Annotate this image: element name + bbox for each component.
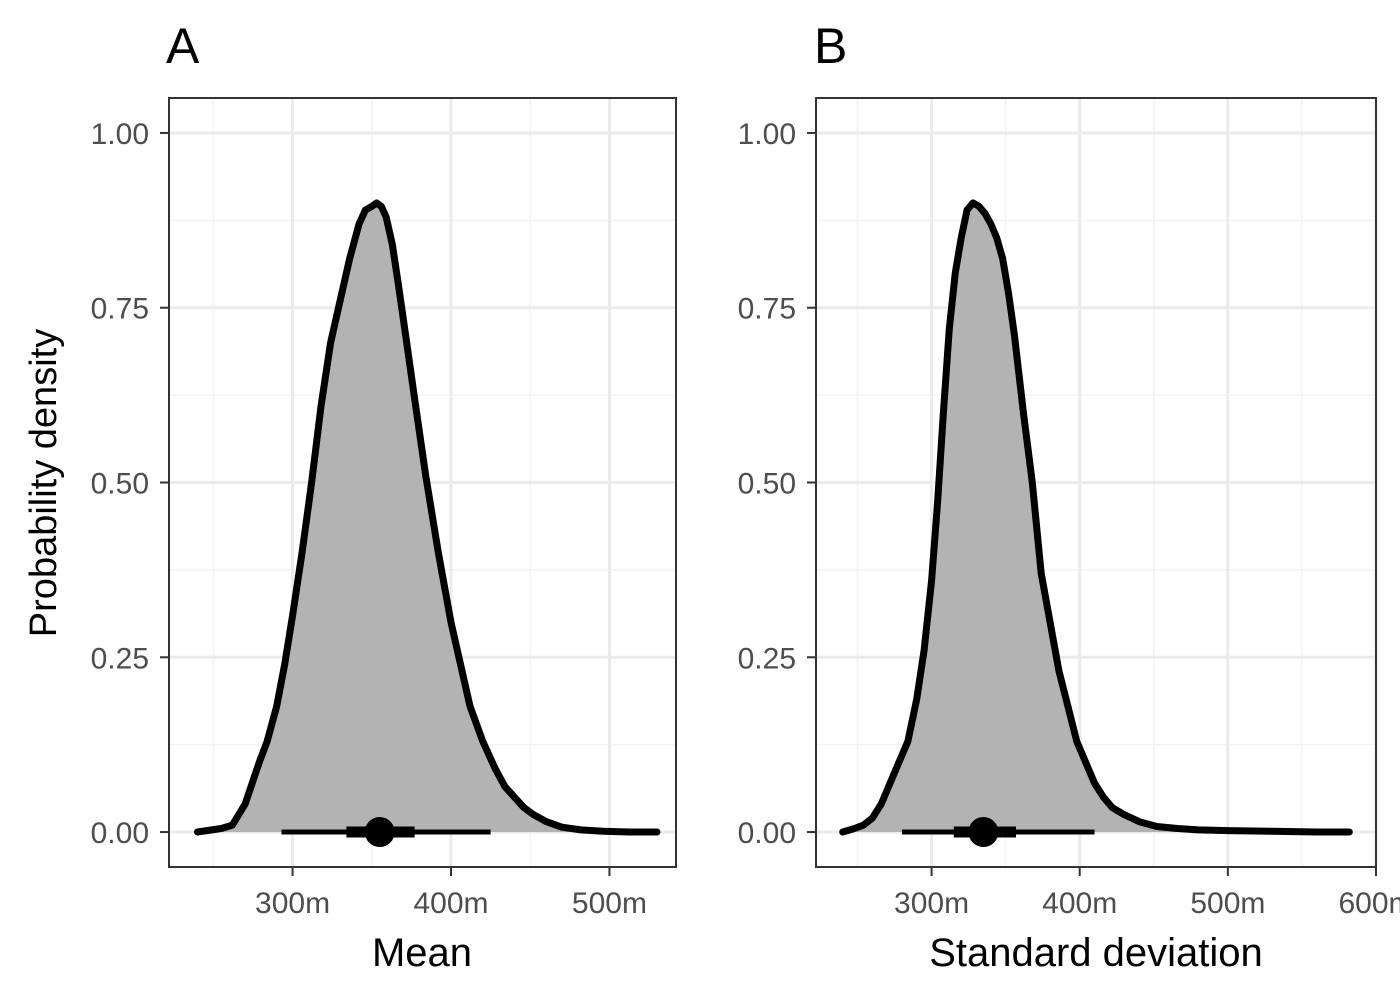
panel-a-y-tick-label: 1.00 (91, 118, 149, 151)
panel-a-x-axis-title: Mean (372, 931, 472, 975)
panel-b-x-tick-label: 300m (894, 887, 969, 920)
panel-a-x-tick-label: 500m (572, 887, 647, 920)
panel-a-density-line (194, 199, 661, 836)
panel-a-y-tick-label: 0.50 (91, 468, 149, 501)
panel-b-point-estimate (968, 817, 999, 848)
panel-b: B Standard deviation 0.00 0.25 0.50 0.75 1.0… (738, 18, 1400, 975)
panel-a-y-tick-label: 0.75 (91, 293, 149, 326)
y-axis-title: Probability density (23, 329, 65, 637)
panel-b-x-tick-label: 600m (1338, 887, 1400, 920)
panel-b-interval (901, 817, 1095, 848)
panel-b-y-tick-label: 0.75 (738, 293, 796, 326)
panel-b-axes: 0.00 0.25 0.50 0.75 1.00 300m 400m 500m 600m (738, 97, 1400, 920)
panel-b-y-tick-label: 0.25 (738, 642, 796, 675)
panel-b-y-tick-label: 0.50 (738, 468, 796, 501)
panel-a-axes: 0.00 0.25 0.50 0.75 1.00 300m 400m 500m (91, 97, 677, 920)
panel-a-interval (281, 817, 491, 848)
panel-a-x-tick-label: 300m (255, 887, 330, 920)
panel-b-x-axis-title: Standard deviation (929, 931, 1263, 975)
panel-b-y-tick-label: 1.00 (738, 118, 796, 151)
panel-a-density (194, 199, 661, 836)
panel-a-density-area (197, 202, 657, 832)
panel-a-y-tick-label: 0.25 (91, 642, 149, 675)
panel-b-y-tick-label: 0.00 (738, 817, 796, 850)
panel-a-tag: A (166, 18, 200, 74)
panel-a-point-estimate (364, 817, 395, 848)
panel-b-density-line (839, 199, 1353, 836)
panel-b-tag: B (814, 18, 847, 74)
panel-b-density-area (842, 202, 1350, 832)
panel-a: A Mean 0.00 0.25 0.50 0.75 1.00 300m 400m 500m (91, 18, 677, 975)
panel-a-y-tick-label: 0.00 (91, 817, 149, 850)
panel-b-x-tick-label: 400m (1042, 887, 1117, 920)
panel-a-x-tick-label: 400m (413, 887, 488, 920)
panel-b-x-tick-label: 500m (1190, 887, 1265, 920)
panel-b-density (839, 199, 1353, 836)
